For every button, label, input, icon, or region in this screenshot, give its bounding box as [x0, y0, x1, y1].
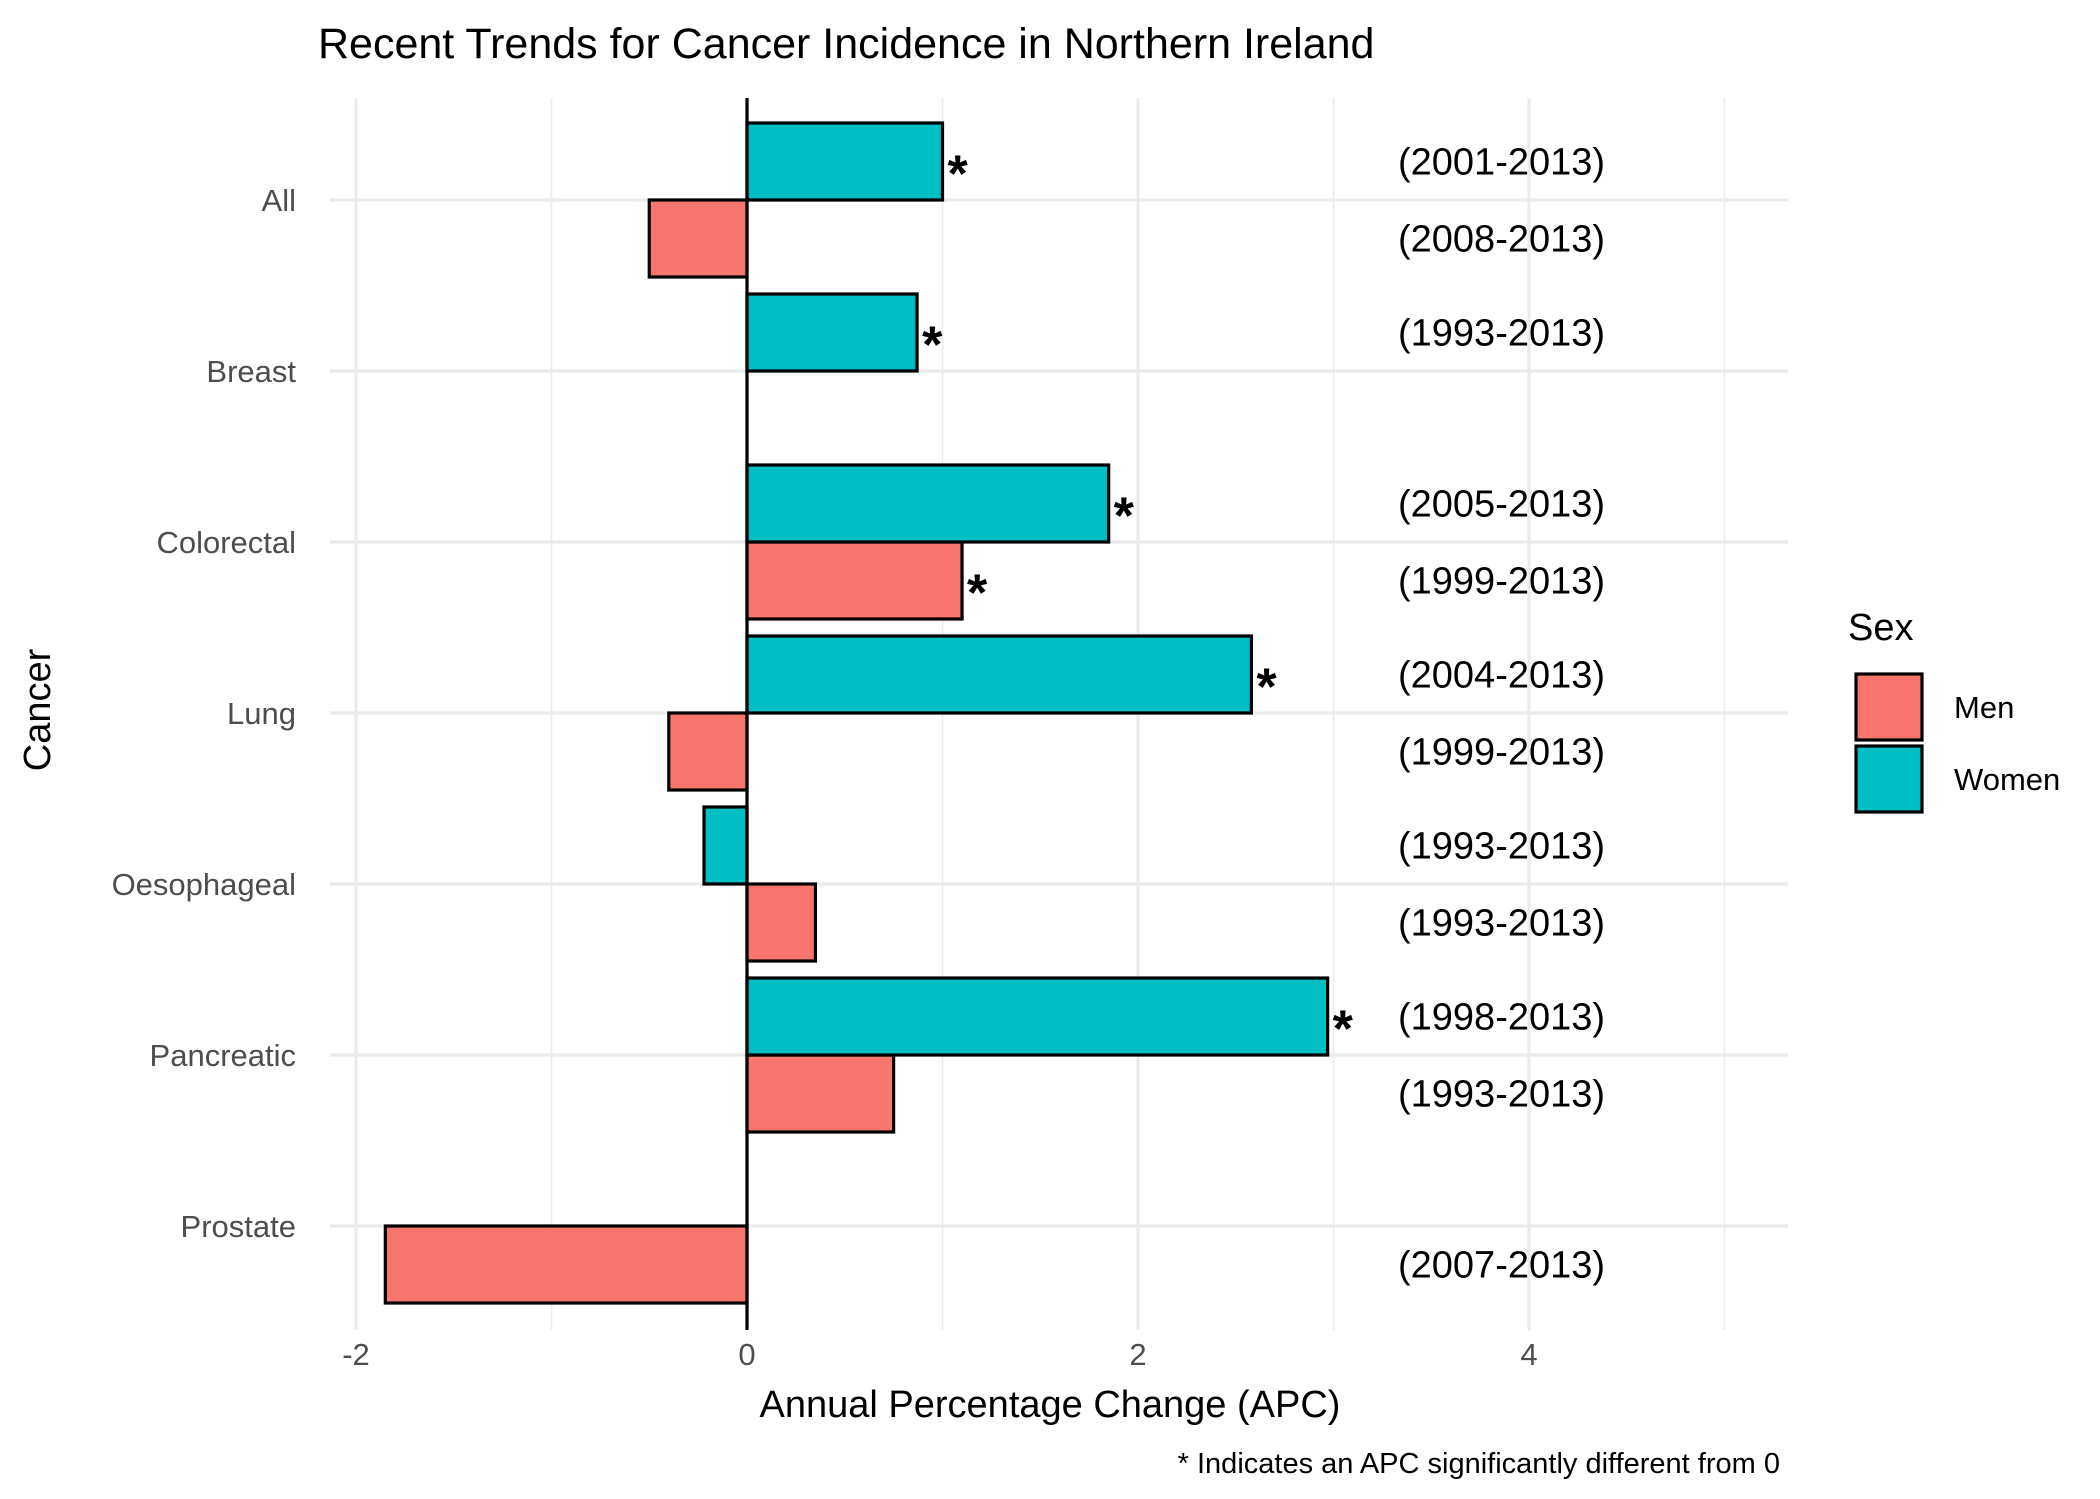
- chart-caption: * Indicates an APC significantly differe…: [1178, 1448, 1780, 1480]
- annotations: (2008-2013) * (1999-2013) (1999-2013) (1993-…: [922, 142, 1605, 1287]
- bar-women-breast: [745, 292, 919, 373]
- x-tick-label: 2: [1129, 1337, 1146, 1372]
- legend-swatch-women: [1854, 744, 1924, 814]
- x-tick-label: 4: [1520, 1337, 1537, 1372]
- y-tick-label: Pancreatic: [150, 1038, 296, 1073]
- bars: [383, 121, 1330, 1305]
- bar-women-oesophageal: [702, 805, 749, 886]
- y-tick-label: Prostate: [181, 1209, 296, 1244]
- legend-label-men: Men: [1954, 690, 2014, 725]
- bar-women-lung: [745, 634, 1253, 715]
- legend-label-women: Women: [1954, 762, 2060, 797]
- bar-men-prostate: [383, 1224, 749, 1305]
- period-label: (2007-2013): [1398, 1245, 1605, 1287]
- bar-men-pancreatic: [745, 1053, 896, 1134]
- period-label: (2004-2013): [1398, 655, 1605, 697]
- period-label: (1993-2013): [1398, 903, 1605, 945]
- x-tick-label: 0: [738, 1337, 755, 1372]
- bar-women-all: [745, 121, 945, 202]
- period-label: (2008-2013): [1398, 219, 1605, 261]
- significance-marker: *: [948, 146, 969, 204]
- bar-men-colorectal: [745, 540, 964, 621]
- period-label: (1993-2013): [1398, 1074, 1605, 1116]
- significance-marker: *: [1114, 488, 1135, 546]
- period-label: (2005-2013): [1398, 484, 1605, 526]
- y-tick-label: Colorectal: [156, 525, 296, 560]
- y-tick-label: All: [262, 183, 296, 218]
- period-label: (1993-2013): [1398, 826, 1605, 868]
- significance-marker: *: [1256, 659, 1277, 717]
- x-axis-title: Annual Percentage Change (APC): [760, 1384, 1341, 1426]
- axes: -2 0 2 4 All Breast Colorectal Lung Oesophageal P…: [112, 183, 1538, 1372]
- y-tick-label: Lung: [227, 696, 296, 731]
- chart-title: Recent Trends for Cancer Incidence in No…: [318, 20, 1374, 68]
- y-tick-label: Breast: [206, 354, 296, 389]
- y-tick-label: Oesophageal: [112, 867, 296, 902]
- period-label: (2001-2013): [1398, 142, 1605, 184]
- significance-marker: *: [922, 317, 943, 375]
- y-axis-title: Cancer: [17, 648, 59, 771]
- bar-women-colorectal: [745, 463, 1111, 544]
- significance-marker: *: [967, 565, 988, 623]
- period-label: (1999-2013): [1398, 561, 1605, 603]
- x-tick-label: -2: [342, 1337, 370, 1372]
- significance-marker: *: [1333, 1001, 1354, 1059]
- bar-men-lung: [667, 711, 749, 792]
- period-label: (1999-2013): [1398, 732, 1605, 774]
- period-label: (1993-2013): [1398, 313, 1605, 355]
- legend-title: Sex: [1848, 607, 1913, 649]
- bar-men-all: [647, 198, 749, 279]
- bar-women-pancreatic: [745, 976, 1330, 1057]
- bar-men-oesophageal: [745, 882, 818, 963]
- legend-swatch-men: [1854, 672, 1924, 742]
- period-label: (1998-2013): [1398, 997, 1605, 1039]
- legend: Sex Men Women: [1848, 607, 2060, 814]
